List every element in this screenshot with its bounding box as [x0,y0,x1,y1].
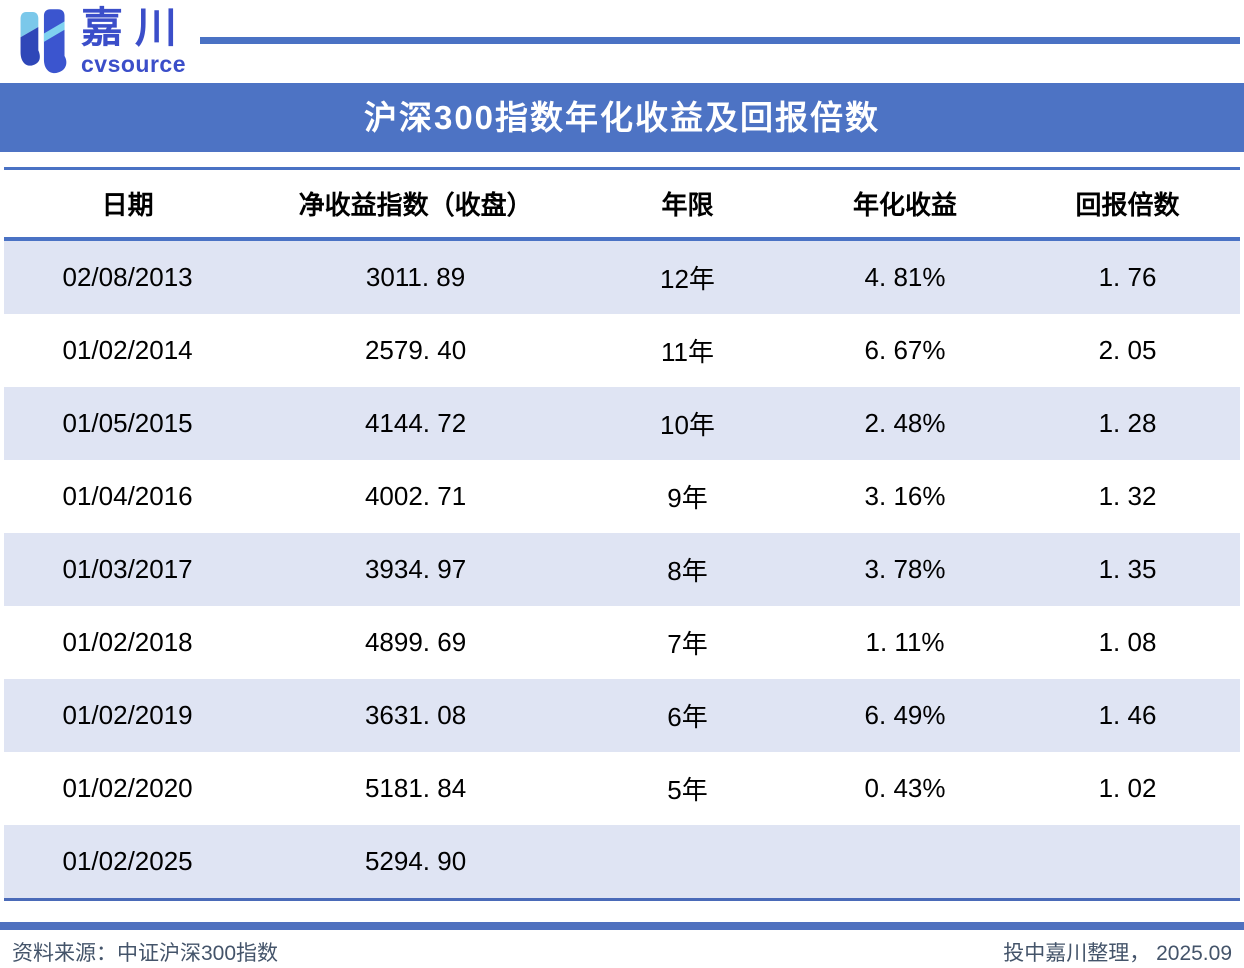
cell-multiple: 1. 08 [1098,627,1157,657]
cell-date: 01/02/2014 [62,335,193,365]
table-header-row: 日期 净收益指数（收盘） 年限 年化收益 回报倍数 [4,168,1240,241]
cell-years [580,825,795,900]
cell-date: 01/05/2015 [62,408,193,438]
footer: 资料来源：中证沪深300指数 投中嘉川整理， 2025.09 [0,930,1244,967]
page-header: 嘉川 cvsource [0,0,1244,83]
col-header-return-multiple: 回报倍数 [1015,168,1240,241]
cell-date: 01/02/2019 [62,700,193,730]
cell-annualized: 3. 78% [864,554,946,584]
table-row: 01/03/2017 3934. 97 8年 3. 78% 1. 35 [4,533,1240,606]
logo: 嘉川 cvsource [14,4,189,78]
cell-index: 3631. 08 [364,700,467,730]
cell-index: 5294. 90 [364,846,467,876]
cell-date: 01/02/2020 [62,773,193,803]
cell-years: 9年 [667,483,708,513]
credit-note: 投中嘉川整理， 2025.09 [1003,942,1232,965]
cell-years: 7年 [667,629,708,659]
source-note: 资料来源：中证沪深300指数 [12,942,279,965]
cell-years: 12年 [660,264,715,294]
cell-multiple: 1. 32 [1098,481,1157,511]
table-row: 01/02/2019 3631. 08 6年 6. 49% 1. 46 [4,679,1240,752]
table-row: 01/02/2018 4899. 69 7年 1. 11% 1. 08 [4,606,1240,679]
logo-text: 嘉川 cvsource [81,4,189,76]
page-title: 沪深300指数年化收益及回报倍数 [363,99,881,136]
footer-rule [0,922,1244,930]
col-header-net-return-index: 净收益指数（收盘） [251,168,580,241]
cvsource-logo-icon [20,9,67,74]
cell-date: 01/03/2017 [62,554,193,584]
table-row: 01/05/2015 4144. 72 10年 2. 48% 1. 28 [4,387,1240,460]
cell-index: 4144. 72 [364,408,467,438]
cell-annualized: 6. 67% [864,335,946,365]
cell-date: 01/04/2016 [62,481,193,511]
cell-annualized: 4. 81% [864,262,946,292]
cell-index: 4002. 71 [364,481,467,511]
cell-multiple: 1. 35 [1098,554,1157,584]
logo-name-en: cvsource [81,51,187,77]
table-row: 01/04/2016 4002. 71 9年 3. 16% 1. 32 [4,460,1240,533]
cell-years: 11年 [660,337,714,367]
table-row: 02/08/2013 3011. 89 12年 4. 81% 1. 76 [4,239,1240,314]
cell-years: 6年 [667,702,708,732]
cell-multiple: 1. 02 [1098,773,1157,803]
cell-annualized: 6. 49% [864,700,946,730]
table-row: 01/02/2020 5181. 84 5年 0. 43% 1. 02 [4,752,1240,825]
col-header-years: 年限 [579,168,796,241]
cell-multiple: 2. 05 [1098,335,1157,365]
table-row: 01/02/2025 5294. 90 [4,825,1240,900]
cell-annualized: 2. 48% [864,408,946,438]
cell-index: 5181. 84 [364,773,467,803]
col-header-annualized-return: 年化收益 [795,168,1016,241]
logo-name-cn: 嘉川 [81,4,190,51]
table-row: 01/02/2014 2579. 40 11年 6. 67% 2. 05 [4,314,1240,387]
cell-multiple: 1. 46 [1098,700,1157,730]
cell-index: 3011. 89 [365,262,466,292]
cell-index: 2579. 40 [364,335,467,365]
header-rule [200,37,1240,44]
cell-multiple: 1. 28 [1098,408,1157,438]
cell-years: 8年 [667,556,708,586]
cell-multiple: 1. 76 [1098,262,1157,292]
returns-table: 日期 净收益指数（收盘） 年限 年化收益 回报倍数 02/08/2013 301… [4,167,1240,901]
cell-annualized: 3. 16% [864,481,946,511]
cell-annualized: 1. 11% [865,627,945,657]
cell-date: 02/08/2013 [62,262,193,292]
cell-years: 10年 [660,410,715,440]
cell-date: 01/02/2025 [62,846,193,876]
cell-date: 01/02/2018 [62,627,193,657]
cell-annualized: 0. 43% [864,773,946,803]
cell-index: 4899. 69 [364,627,467,657]
cell-years: 5年 [667,775,708,805]
cell-index: 3934. 97 [364,554,467,584]
cell-multiple [1015,825,1240,900]
title-banner: 沪深300指数年化收益及回报倍数 [0,83,1244,152]
cell-annualized [795,825,1015,900]
col-header-date: 日期 [4,168,252,241]
